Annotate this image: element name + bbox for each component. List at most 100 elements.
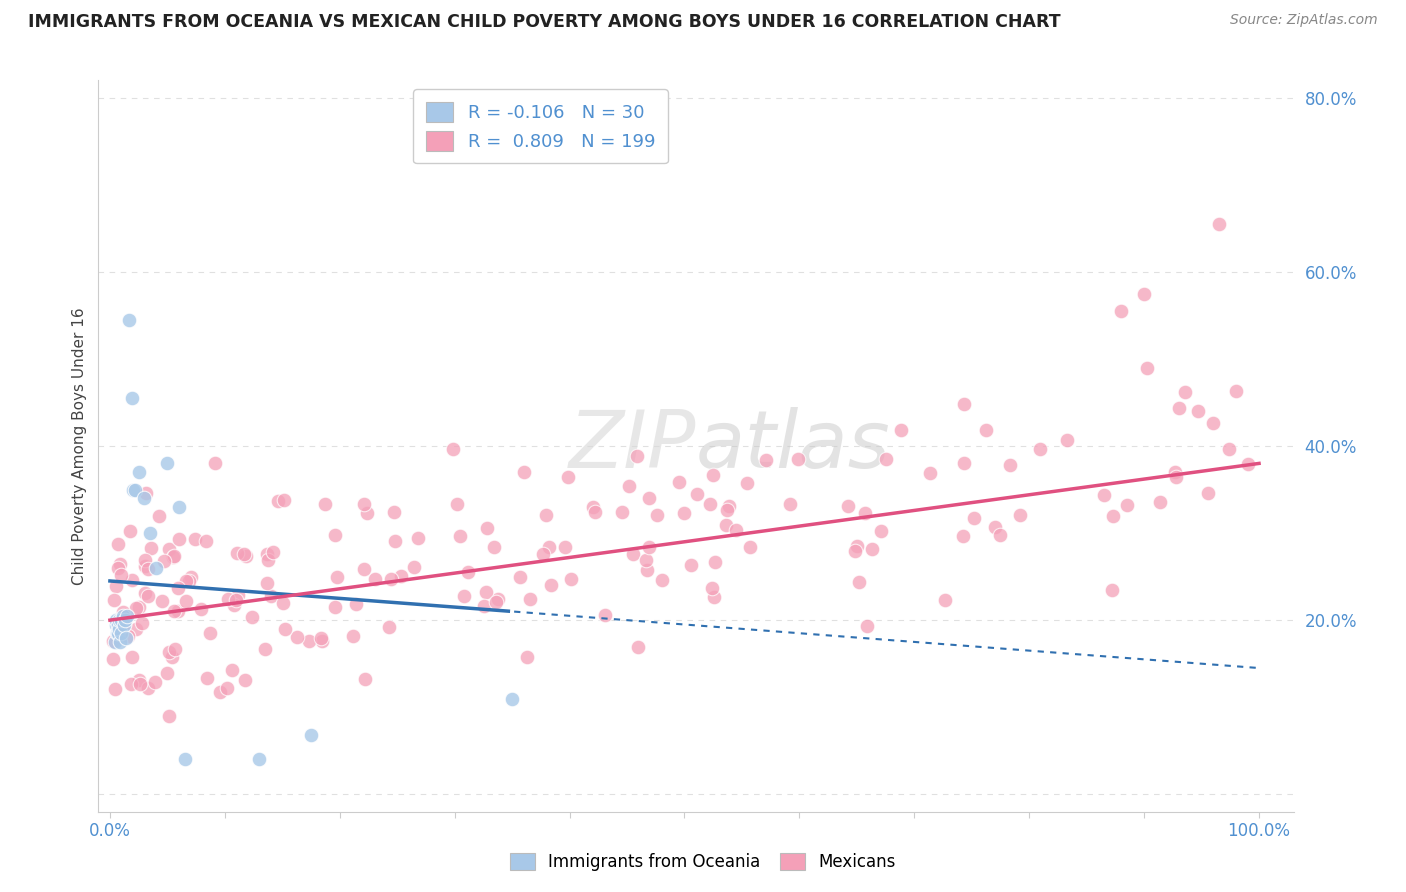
Point — [703, 555, 725, 569]
Point — [716, 518, 738, 533]
Point — [342, 629, 364, 643]
Point — [117, 629, 139, 643]
Point — [484, 540, 506, 554]
Point — [582, 500, 605, 514]
Point — [121, 391, 143, 405]
Point — [1133, 286, 1156, 301]
Point — [787, 452, 810, 467]
Point — [1115, 498, 1137, 512]
Point — [703, 590, 725, 604]
Y-axis label: Child Poverty Among Boys Under 16: Child Poverty Among Boys Under 16 — [72, 307, 87, 585]
Point — [112, 617, 135, 632]
Point — [356, 506, 378, 520]
Point — [225, 593, 247, 607]
Point — [105, 626, 128, 640]
Point — [534, 508, 557, 522]
Point — [128, 673, 150, 687]
Point — [380, 572, 402, 586]
Point — [890, 423, 912, 437]
Point — [952, 529, 974, 543]
Point — [311, 634, 333, 648]
Point — [173, 752, 195, 766]
Point — [110, 613, 132, 627]
Point — [148, 508, 170, 523]
Point — [260, 589, 283, 603]
Point — [354, 672, 377, 686]
Point — [755, 452, 778, 467]
Point — [115, 608, 138, 623]
Point — [1168, 401, 1191, 415]
Point — [195, 533, 218, 548]
Point — [636, 563, 658, 577]
Point — [702, 467, 724, 482]
Point — [143, 674, 166, 689]
Point — [124, 483, 146, 497]
Point — [134, 485, 156, 500]
Point — [1056, 433, 1078, 447]
Point — [112, 614, 135, 628]
Point — [740, 540, 762, 554]
Point — [136, 681, 159, 696]
Point — [779, 497, 801, 511]
Point — [353, 562, 375, 576]
Point — [136, 589, 159, 603]
Point — [156, 457, 179, 471]
Point — [627, 640, 650, 655]
Point — [166, 603, 188, 617]
Point — [638, 491, 661, 505]
Point — [475, 585, 498, 599]
Point — [441, 442, 464, 456]
Point — [716, 503, 738, 517]
Point — [108, 622, 131, 636]
Point — [163, 642, 186, 657]
Point — [110, 568, 132, 582]
Point — [1218, 442, 1240, 456]
Point — [844, 544, 866, 558]
Legend: Immigrants from Oceania, Mexicans: Immigrants from Oceania, Mexicans — [502, 845, 904, 880]
Point — [128, 600, 150, 615]
Point — [384, 505, 406, 519]
Point — [1029, 442, 1052, 456]
Point — [224, 598, 246, 612]
Text: IMMIGRANTS FROM OCEANIA VS MEXICAN CHILD POVERTY AMONG BOYS UNDER 16 CORRELATION: IMMIGRANTS FROM OCEANIA VS MEXICAN CHILD… — [28, 13, 1060, 31]
Point — [121, 573, 143, 587]
Point — [118, 524, 141, 539]
Point — [672, 506, 695, 520]
Point — [107, 537, 129, 551]
Point — [638, 540, 661, 554]
Point — [1010, 508, 1032, 522]
Point — [271, 596, 294, 610]
Point — [150, 594, 173, 608]
Point — [167, 500, 190, 514]
Point — [724, 523, 747, 537]
Point — [962, 511, 984, 525]
Point — [128, 465, 150, 479]
Point — [988, 528, 1011, 542]
Legend: R = -0.106   N = 30, R =  0.809   N = 199: R = -0.106 N = 30, R = 0.809 N = 199 — [413, 89, 668, 163]
Point — [134, 552, 156, 566]
Point — [104, 613, 127, 627]
Point — [233, 673, 256, 688]
Point — [103, 592, 125, 607]
Point — [1197, 486, 1219, 500]
Point — [699, 498, 721, 512]
Point — [226, 588, 249, 602]
Point — [131, 615, 153, 630]
Point — [501, 691, 523, 706]
Point — [163, 604, 186, 618]
Point — [617, 479, 640, 493]
Point — [253, 642, 276, 657]
Point — [686, 487, 709, 501]
Point — [538, 540, 561, 554]
Point — [855, 507, 877, 521]
Point — [1136, 361, 1159, 376]
Point — [560, 572, 582, 586]
Point — [846, 539, 869, 553]
Point — [634, 552, 657, 566]
Point — [453, 589, 475, 603]
Point — [1225, 384, 1247, 398]
Point — [104, 681, 127, 696]
Point — [157, 645, 180, 659]
Point — [122, 483, 145, 497]
Point — [180, 570, 202, 584]
